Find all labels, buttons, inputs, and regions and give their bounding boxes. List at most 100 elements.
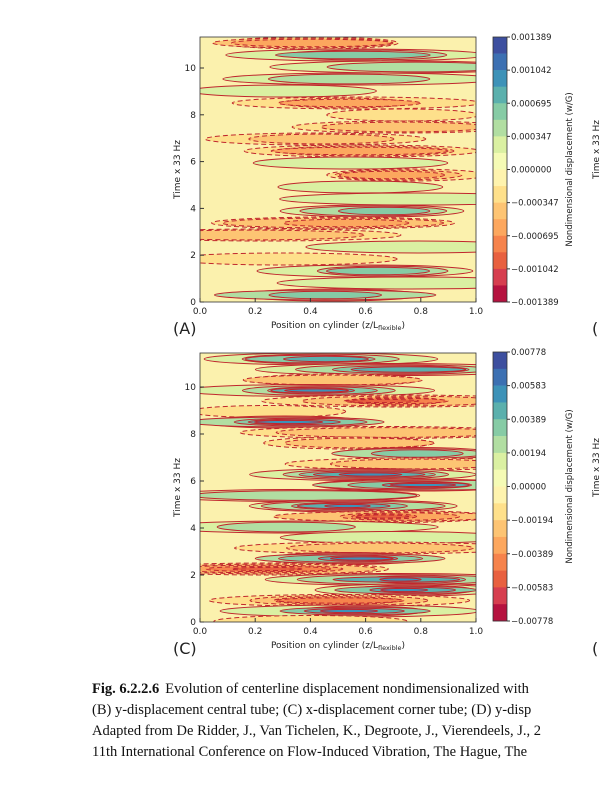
contour xyxy=(338,170,446,180)
x-label-end: ) xyxy=(402,641,406,651)
contour xyxy=(277,180,444,194)
x-tick-label: 0.8 xyxy=(414,307,429,317)
colorbar-swatch xyxy=(493,385,507,403)
contour xyxy=(389,482,457,488)
y-tick-label: 10 xyxy=(185,64,197,74)
colorbar-tick-label: 0.00583 xyxy=(511,382,546,392)
contour xyxy=(275,427,476,438)
contour xyxy=(282,355,369,363)
y-axis-label: Time x 33 Hz xyxy=(173,458,183,518)
colorbar-tick-label: 0.000695 xyxy=(511,99,552,109)
colorbar-swatch xyxy=(493,402,507,420)
colorbar-swatch xyxy=(493,186,507,203)
y-tick-label: 2 xyxy=(190,571,196,581)
plot-frame xyxy=(199,36,477,303)
contour xyxy=(200,405,347,418)
y-tick-label: 10 xyxy=(185,383,197,393)
x-tick-label: 0.2 xyxy=(248,307,262,317)
contour xyxy=(270,146,449,156)
colorbar-swatch xyxy=(493,103,507,121)
panel-label: (C) xyxy=(173,639,197,658)
colorbar-tick-label: −0.000347 xyxy=(511,199,559,209)
colorbar-swatch xyxy=(493,252,507,270)
contour-plot xyxy=(200,37,476,302)
x-tick-label: 0.6 xyxy=(358,627,373,637)
y-tick-label: 4 xyxy=(190,524,196,534)
colorbar-swatch xyxy=(493,37,507,54)
colorbar-swatch xyxy=(493,152,507,170)
colorbar-tick-label: −0.00389 xyxy=(511,550,553,560)
colorbar-tick-label: 0.001389 xyxy=(511,33,552,43)
caption-line: Fig. 6.2.2.6 Evolution of centerline disp… xyxy=(92,681,530,697)
colorbar-tick-label: 0.00389 xyxy=(511,415,546,425)
x-tick-label: 1.0 xyxy=(469,627,484,637)
colorbar-tick-label: 0.00000 xyxy=(511,483,546,493)
contours xyxy=(200,37,476,302)
contour xyxy=(305,240,476,254)
contours xyxy=(200,353,476,622)
contour xyxy=(337,206,431,216)
contour xyxy=(325,266,431,276)
colorbar-swatch xyxy=(493,570,507,588)
contour xyxy=(274,50,431,60)
contour xyxy=(329,458,476,470)
colorbar-swatch xyxy=(493,53,507,71)
colorbar-tick-label: 0.00194 xyxy=(511,449,546,459)
x-tick-label: 0.2 xyxy=(248,627,262,637)
y-tick-label: 6 xyxy=(190,158,196,168)
contour xyxy=(286,542,474,554)
x-axis-label: Position on cylinder (z/Lflexible) xyxy=(271,641,405,652)
x-tick-label: 0.0 xyxy=(193,307,208,317)
colorbar-swatch xyxy=(493,285,507,303)
contour xyxy=(283,218,410,228)
y-tick-label: 0 xyxy=(190,618,196,628)
x-axis-label: Position on cylinder (z/Lflexible) xyxy=(271,321,405,332)
contour xyxy=(267,73,431,85)
colorbar-tick-label: −0.001042 xyxy=(511,265,559,275)
x-tick-label: 0.8 xyxy=(414,627,429,637)
caption-label: Fig. 6.2.2.6 xyxy=(92,681,159,697)
colorbar-swatch xyxy=(493,587,507,605)
colorbar-swatch xyxy=(493,486,507,504)
contour xyxy=(200,84,377,98)
contour xyxy=(268,290,383,300)
contour xyxy=(338,472,403,477)
plot-frame xyxy=(199,352,477,623)
contour xyxy=(231,566,303,572)
contour xyxy=(284,388,349,393)
contour xyxy=(248,133,395,145)
contour xyxy=(379,577,422,582)
colorbar-tick-label: −0.00194 xyxy=(511,516,553,526)
contour xyxy=(200,252,398,266)
colorbar-tick-label: −0.00778 xyxy=(511,617,553,627)
colorbar-swatch xyxy=(493,235,507,253)
colorbar-swatch xyxy=(493,219,507,237)
contour xyxy=(200,490,418,501)
colorbar-swatch xyxy=(493,136,507,154)
contour xyxy=(370,449,464,458)
x-label-main: Position on cylinder (z/L xyxy=(271,321,378,331)
x-tick-label: 0.4 xyxy=(303,627,318,637)
x-label-sub: flexible xyxy=(378,324,402,332)
x-tick-label: 0.6 xyxy=(358,307,373,317)
colorbar-tick-label: −0.000695 xyxy=(511,232,559,242)
contour xyxy=(200,229,365,241)
y-tick-label: 4 xyxy=(190,204,196,214)
y-tick-label: 8 xyxy=(190,430,196,440)
caption-line: Adapted from De Ridder, J., Van Tichelen… xyxy=(92,723,541,739)
contour xyxy=(277,98,422,108)
contour xyxy=(230,38,392,48)
right-panel-label: ( xyxy=(592,639,598,658)
colorbar-swatch xyxy=(493,119,507,137)
colorbar-swatch xyxy=(493,268,507,286)
colorbar-swatch xyxy=(493,553,507,571)
y-tick-label: 0 xyxy=(190,298,196,308)
colorbar-swatch xyxy=(493,419,507,437)
contour-plot xyxy=(200,353,476,622)
caption-line: 11th International Conference on Flow-In… xyxy=(92,744,527,760)
caption-text: Evolution of centerline displacement non… xyxy=(165,681,529,697)
x-label-main: Position on cylinder (z/L xyxy=(271,641,378,651)
colorbar-tick-label: 0.001042 xyxy=(511,66,552,76)
